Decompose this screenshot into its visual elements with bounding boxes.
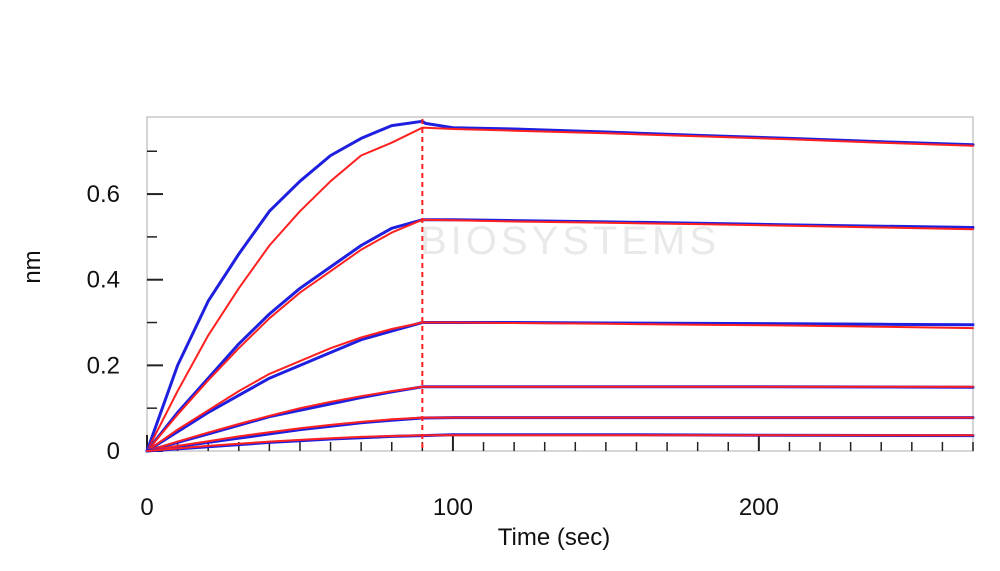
x-tick-label: 100 [433,494,473,521]
y-axis-title: nm [19,250,46,283]
y-tick-label: 0.2 [87,352,120,379]
axis-ticks: 0 0.2 0.4 0.6 0 100 200 [87,150,974,521]
fit-curve-1 [146,126,974,452]
fit-curve-3 [146,321,974,452]
series-layer [145,119,975,453]
fit-curve-4 [146,385,974,452]
measured-curve-3 [145,321,975,453]
watermark-text: BIOSYSTEMS [420,219,720,263]
x-tick-label: 0 [140,494,153,521]
fit-curve-2 [146,218,974,452]
measured-curve-6 [145,433,975,453]
x-axis-title: Time (sec) [498,524,610,551]
fit-curve-5 [146,416,974,452]
fit-curve-6 [146,434,974,452]
y-tick-label: 0 [107,438,120,465]
x-tick-label: 200 [739,494,779,521]
y-tick-label: 0.6 [87,181,120,208]
measured-curve-1 [145,119,975,453]
y-tick-label: 0.4 [87,267,120,294]
plot-frame [146,116,974,452]
